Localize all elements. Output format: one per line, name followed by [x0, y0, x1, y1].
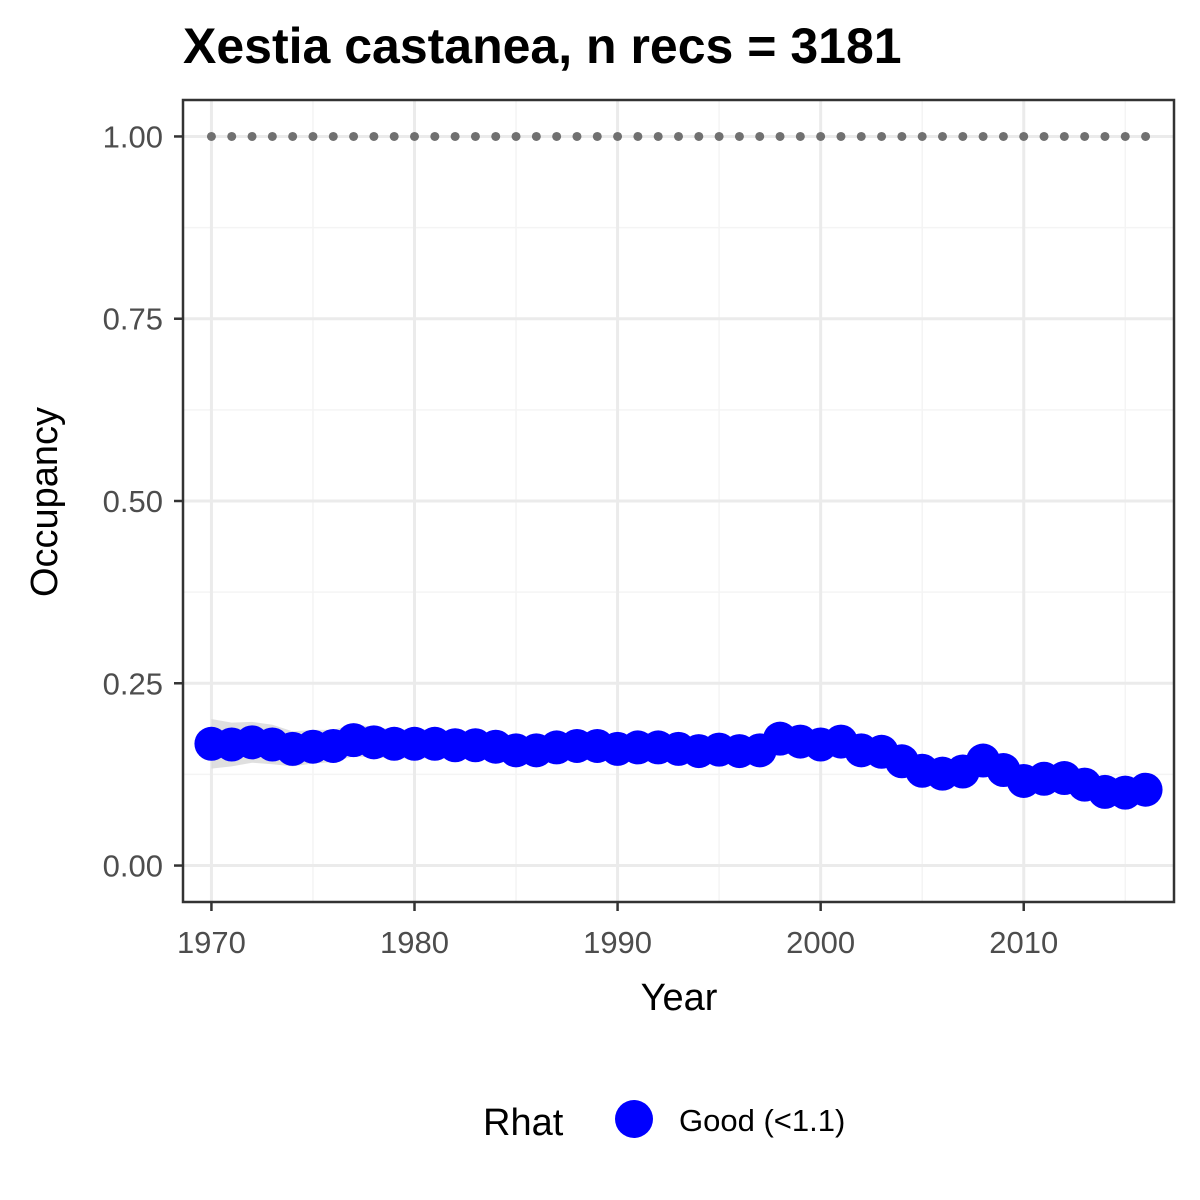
reference-point [978, 131, 988, 141]
reference-point [267, 131, 277, 141]
x-tick-label: 1980 [380, 925, 449, 960]
reference-point [511, 131, 521, 141]
reference-point [430, 131, 440, 141]
y-tick-label: 0.75 [103, 302, 163, 337]
y-tick-label: 1.00 [103, 119, 163, 154]
reference-point [775, 131, 785, 141]
x-tick-label: 1970 [177, 925, 246, 960]
reference-point [410, 131, 420, 141]
reference-point [227, 131, 237, 141]
reference-point [308, 131, 318, 141]
reference-point [328, 131, 338, 141]
reference-point [592, 131, 602, 141]
reference-point [653, 131, 663, 141]
reference-point [531, 131, 541, 141]
reference-point [1100, 131, 1110, 141]
reference-point [694, 131, 704, 141]
reference-point [998, 131, 1008, 141]
reference-point [450, 131, 460, 141]
y-tick-label: 0.25 [103, 666, 163, 701]
reference-point [917, 131, 927, 141]
reference-point [734, 131, 744, 141]
reference-point [572, 131, 582, 141]
reference-point [247, 131, 257, 141]
reference-point [389, 131, 399, 141]
reference-points-layer [206, 131, 1151, 141]
legend: Rhat Good (<1.1) [483, 1100, 845, 1144]
x-axis-title: Year [641, 977, 718, 1019]
reference-point [836, 131, 846, 141]
reference-point [470, 131, 480, 141]
chart-title: Xestia castanea, n recs = 3181 [183, 18, 902, 74]
reference-point [674, 131, 683, 141]
reference-point [613, 131, 623, 141]
x-tick-label: 2010 [989, 925, 1058, 960]
reference-point [755, 131, 765, 141]
reference-point [288, 131, 298, 141]
reference-point [552, 131, 562, 141]
reference-point [1120, 131, 1130, 141]
reference-point [816, 131, 826, 141]
legend-title: Rhat [483, 1102, 564, 1144]
reference-point [491, 131, 501, 141]
x-tick-label: 1990 [583, 925, 652, 960]
y-axis-title: Occupancy [24, 407, 66, 597]
reference-point [633, 131, 643, 141]
reference-point [206, 131, 216, 141]
reference-point [1059, 131, 1069, 141]
x-tick-label: 2000 [786, 925, 855, 960]
occupancy-points-layer [194, 721, 1163, 810]
legend-label-good: Good (<1.1) [679, 1103, 845, 1138]
reference-point [856, 131, 866, 141]
reference-point [1039, 131, 1049, 141]
y-tick-label: 0.50 [103, 484, 163, 519]
reference-point [1141, 131, 1151, 141]
legend-key-good [615, 1100, 653, 1138]
reference-point [795, 131, 805, 141]
axes-layer: 0.00 0.25 0.50 0.75 1.00 1970 1980 1990 2000 2010 [103, 119, 1059, 960]
reference-point [937, 131, 947, 141]
y-tick-label: 0.00 [103, 849, 163, 884]
reference-point [369, 131, 379, 141]
reference-point [714, 131, 724, 141]
reference-point [877, 131, 887, 141]
reference-point [897, 131, 907, 141]
reference-point [349, 131, 359, 141]
reference-point [1080, 131, 1090, 141]
reference-point [958, 131, 968, 141]
data-point [1128, 772, 1163, 807]
reference-point [1019, 131, 1029, 141]
